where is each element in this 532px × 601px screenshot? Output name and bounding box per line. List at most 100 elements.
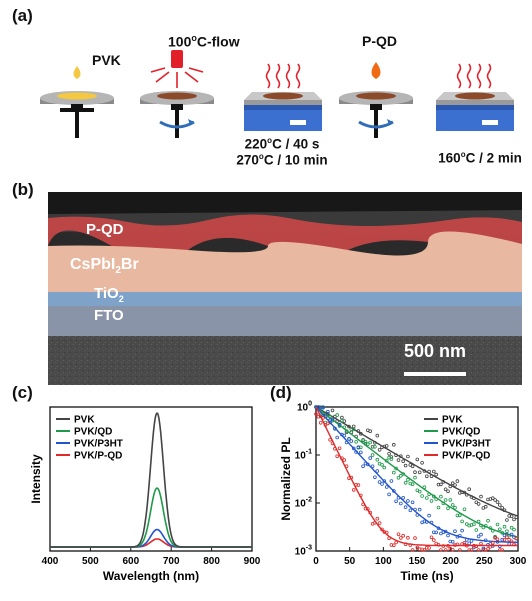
data-point-pvk	[370, 444, 375, 449]
data-point-pvk-p3ht	[403, 505, 408, 509]
x-tick-label: 0	[313, 556, 319, 567]
data-point-pvk-p-qd	[486, 547, 490, 551]
fit-line-pvk-p-qd	[315, 406, 518, 547]
data-point-pvk-p-qd	[479, 541, 483, 546]
data-point-pvk-qd	[465, 522, 469, 526]
data-point-pvk-p-qd	[458, 548, 462, 552]
data-point-pvk	[401, 459, 406, 463]
data-point-pvk-p-qd	[500, 548, 505, 552]
data-point-pvk-p-qd	[325, 421, 330, 426]
data-point-pvk	[425, 474, 429, 479]
data-point-pvk-p3ht	[450, 540, 455, 544]
fit-line-pvk	[315, 406, 519, 517]
data-point-pvk-qd	[425, 496, 429, 500]
data-point-pvk-p3ht	[349, 439, 354, 443]
data-point-pvk-qd	[406, 477, 410, 482]
data-point-pvk-p3ht	[347, 437, 351, 441]
data-point-pvk-qd	[509, 525, 514, 530]
panel-a-label: (a)	[12, 6, 33, 25]
data-point-pvk-p3ht	[500, 537, 505, 542]
data-point-pvk	[443, 487, 448, 492]
tio2-layer-label: TiO2	[94, 285, 124, 304]
pqd-droplet-icon	[371, 62, 381, 79]
data-point-pvk-p-qd	[396, 532, 401, 537]
series-line-pvk	[50, 412, 252, 548]
data-point-pvk-p-qd	[406, 535, 410, 540]
data-point-pvk	[432, 469, 436, 474]
data-point-pvk-qd	[366, 442, 370, 446]
data-point-pvk-qd	[458, 513, 462, 518]
y-axis-title: Intensity	[29, 454, 43, 504]
data-point-pvk	[467, 487, 472, 491]
data-point-pvk-p3ht	[330, 417, 335, 422]
legend-label: PVK/P-QD	[74, 451, 122, 462]
data-point-pvk	[417, 470, 422, 475]
data-point-pvk-p-qd	[498, 548, 502, 552]
data-point-pvk-p-qd	[356, 483, 361, 487]
data-point-pvk	[415, 457, 420, 462]
data-point-pvk-qd	[394, 466, 398, 471]
data-point-pvk	[505, 518, 509, 522]
y-tick-label: 10-1	[295, 449, 312, 462]
data-point-pvk-p3ht	[368, 456, 372, 460]
data-point-pvk-p-qd	[450, 548, 455, 552]
data-point-pvk-qd	[443, 498, 448, 502]
data-point-pvk-qd	[403, 481, 408, 485]
data-point-pvk-p3ht	[361, 464, 365, 469]
tio2-layer	[48, 292, 522, 306]
data-point-pvk-p-qd	[481, 548, 486, 552]
data-point-pvk-qd	[389, 457, 394, 461]
spin-coater-pvk	[40, 66, 114, 138]
pvk-droplet-icon	[73, 66, 81, 79]
y-tick-label: 100	[297, 401, 312, 414]
panel-d-label: (d)	[270, 383, 292, 402]
x-tick-label: 100	[375, 556, 392, 567]
pqd-layer-label: P-QD	[86, 221, 124, 238]
legend-label: PVK/P-QD	[442, 451, 490, 462]
data-point-pvk-qd	[436, 505, 441, 510]
anneal1-line2: 270oC / 10 min	[236, 152, 328, 168]
data-point-pvk-p-qd	[342, 458, 347, 462]
pqd-step-label: P-QD	[362, 33, 397, 49]
data-point-pvk	[453, 483, 457, 487]
fto-layer	[48, 306, 522, 336]
data-point-pvk-qd	[413, 475, 417, 480]
data-point-pvk	[495, 500, 500, 504]
series-line-pvk-p3ht	[50, 528, 252, 548]
data-point-pvk-p-qd	[476, 548, 481, 552]
data-point-pvk-qd	[410, 482, 415, 486]
legend-label: PVK/P3HT	[74, 439, 123, 450]
data-point-pvk-qd	[420, 494, 424, 498]
heat-wave-icon	[456, 63, 462, 89]
data-point-pvk-qd	[512, 527, 516, 532]
data-point-pvk-p3ht	[335, 435, 339, 440]
y-tick-label: 10-3	[295, 545, 312, 558]
data-point-pvk	[500, 506, 505, 510]
data-point-pvk-p-qd	[318, 420, 323, 425]
data-point-pvk-qd	[450, 503, 455, 507]
data-point-pvk-p3ht	[373, 475, 377, 480]
data-point-pvk-qd	[363, 439, 368, 444]
data-point-pvk	[420, 461, 424, 465]
data-point-pvk-p3ht	[408, 508, 413, 513]
cspbi2br-layer-label: CsPbI2Br	[70, 256, 139, 277]
data-point-pvk-p-qd	[509, 539, 514, 544]
data-point-pvk-qd	[335, 413, 339, 417]
data-point-pvk-p3ht	[446, 533, 450, 538]
data-point-pvk-p3ht	[509, 532, 514, 537]
x-tick-label: 300	[510, 556, 527, 567]
scale-bar	[404, 372, 466, 376]
data-point-pvk-p3ht	[377, 480, 382, 484]
data-point-pvk-p3ht	[479, 532, 483, 537]
data-point-pvk-qd	[474, 528, 479, 532]
y-tick-label: 10-2	[295, 497, 312, 510]
pqd-layer	[48, 214, 522, 260]
data-point-pvk	[512, 517, 516, 522]
data-point-pvk-p3ht	[434, 530, 439, 535]
x-tick-label: 700	[163, 556, 180, 567]
trpl-decay-chart: 0 50 100 150 200 250 300 100 10-1 10-2 10-3 Time (n…	[279, 401, 527, 584]
anneal2-label: 160oC / 2 min	[438, 150, 522, 166]
x-tick-label: 600	[122, 556, 139, 567]
data-point-pvk-p-qd	[337, 446, 342, 451]
data-point-pvk	[377, 447, 382, 452]
